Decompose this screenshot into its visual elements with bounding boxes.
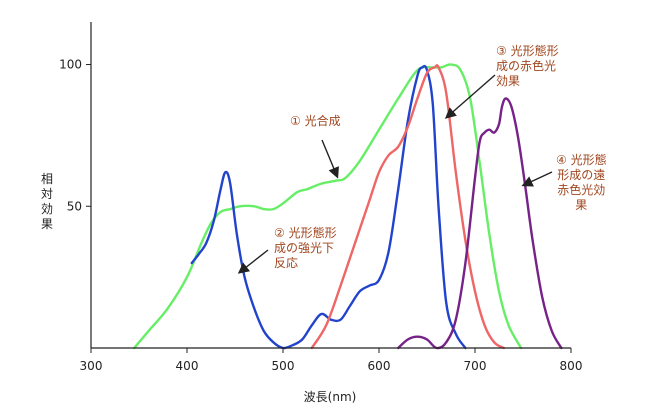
series-line-4: [397, 97, 563, 350]
x-tick-label: 500: [272, 359, 295, 373]
y-tick-label: 100: [59, 58, 82, 72]
series-layer: [133, 63, 563, 350]
y-tick-label: 50: [67, 199, 82, 213]
x-tick-label: 400: [176, 359, 199, 373]
annotation-far-red-effect: ④ 光形態 形成の遠 赤色光効 果: [556, 153, 607, 212]
x-tick-label: 300: [80, 359, 103, 373]
x-tick-label: 700: [464, 359, 487, 373]
y-axis-label: 相対効果: [40, 172, 53, 231]
arrow-layer: [237, 74, 553, 274]
x-tick-label: 600: [368, 359, 391, 373]
arrow-far-red: [521, 171, 553, 187]
series-line-3: [310, 64, 505, 350]
annotation-high-light-reaction: ② 光形態形 成の強光下 反応: [274, 226, 337, 270]
series-line-2: [190, 64, 467, 350]
axis-layer: 300 400 500 600 700 800 50 100: [59, 22, 582, 373]
arrow-high-light: [237, 249, 269, 274]
x-axis-label: 波長(nm): [303, 390, 357, 404]
series-line-1: [133, 63, 523, 350]
annotation-photosynthesis: ① 光合成: [290, 114, 341, 128]
annotation-red-light-effect: ③ 光形態形 成の赤色光 効果: [496, 44, 559, 88]
arrow-red-light: [444, 74, 496, 119]
arrow-photosynthesis: [321, 139, 339, 179]
x-tick-label: 800: [560, 359, 583, 373]
